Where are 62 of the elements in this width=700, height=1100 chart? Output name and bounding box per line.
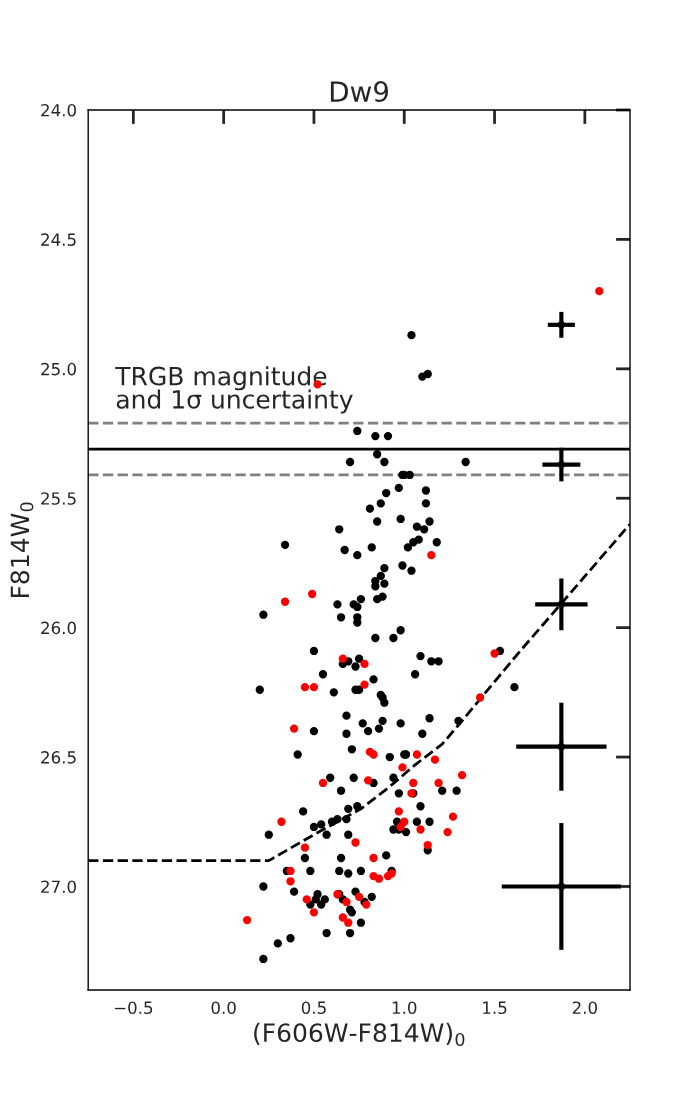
point [448, 812, 458, 821]
point [427, 551, 436, 560]
point [242, 915, 252, 925]
x-tick-label: 1.0 [392, 1001, 417, 1015]
point [409, 778, 418, 788]
x-tick-label: 2.0 [572, 1001, 597, 1015]
point [289, 724, 299, 733]
y-tick-label: 25.5 [41, 492, 76, 505]
point [369, 853, 378, 863]
x-tick-label: 1.5 [483, 1001, 507, 1015]
point [412, 750, 422, 759]
point [300, 683, 310, 692]
point [307, 589, 317, 599]
annotation: TRGB magnitude and 1σ uncertainty [115, 366, 353, 414]
x-tick-label: −0.5 [114, 1001, 153, 1015]
y-tick-label: 26.0 [41, 621, 76, 635]
point [286, 877, 295, 886]
point [286, 866, 295, 876]
point [557, 742, 566, 751]
point [338, 913, 348, 922]
point [351, 838, 360, 847]
point [300, 843, 310, 852]
point [360, 659, 369, 669]
point [369, 750, 378, 759]
y-tick-label: 24.0 [41, 103, 76, 117]
chart-title: Dw9 [330, 81, 389, 103]
point [557, 460, 566, 469]
point [344, 918, 353, 927]
point [354, 892, 364, 901]
y-tick-label: 24.5 [41, 233, 76, 246]
x-tick-label: 0.5 [301, 1001, 326, 1015]
point [280, 597, 290, 606]
point [423, 840, 432, 850]
point [490, 649, 499, 658]
point [342, 897, 351, 907]
x-tick-label: 0.0 [211, 1001, 236, 1015]
point [557, 321, 566, 329]
point [318, 778, 328, 788]
y-tick-label: 26.5 [41, 751, 76, 764]
point [309, 683, 319, 692]
point [398, 763, 407, 772]
y-axis-title: F814W$_{0}$ [10, 502, 34, 598]
x-axis-title: (F606W-F814W)$_{0}$ [254, 1022, 465, 1047]
point [277, 817, 286, 826]
point [443, 827, 452, 837]
point [394, 807, 403, 816]
point [383, 871, 393, 881]
y-tick-label: 25.0 [41, 362, 76, 376]
point [309, 908, 319, 917]
point [338, 654, 348, 663]
point [302, 895, 311, 904]
point [374, 874, 384, 883]
point [457, 771, 467, 780]
point [360, 680, 369, 689]
y-tick-label: 27.0 [41, 880, 76, 894]
point [475, 693, 485, 702]
point [557, 882, 566, 891]
point [430, 755, 440, 764]
point [363, 776, 373, 785]
point [595, 287, 604, 296]
point [557, 600, 566, 609]
point [434, 778, 443, 788]
